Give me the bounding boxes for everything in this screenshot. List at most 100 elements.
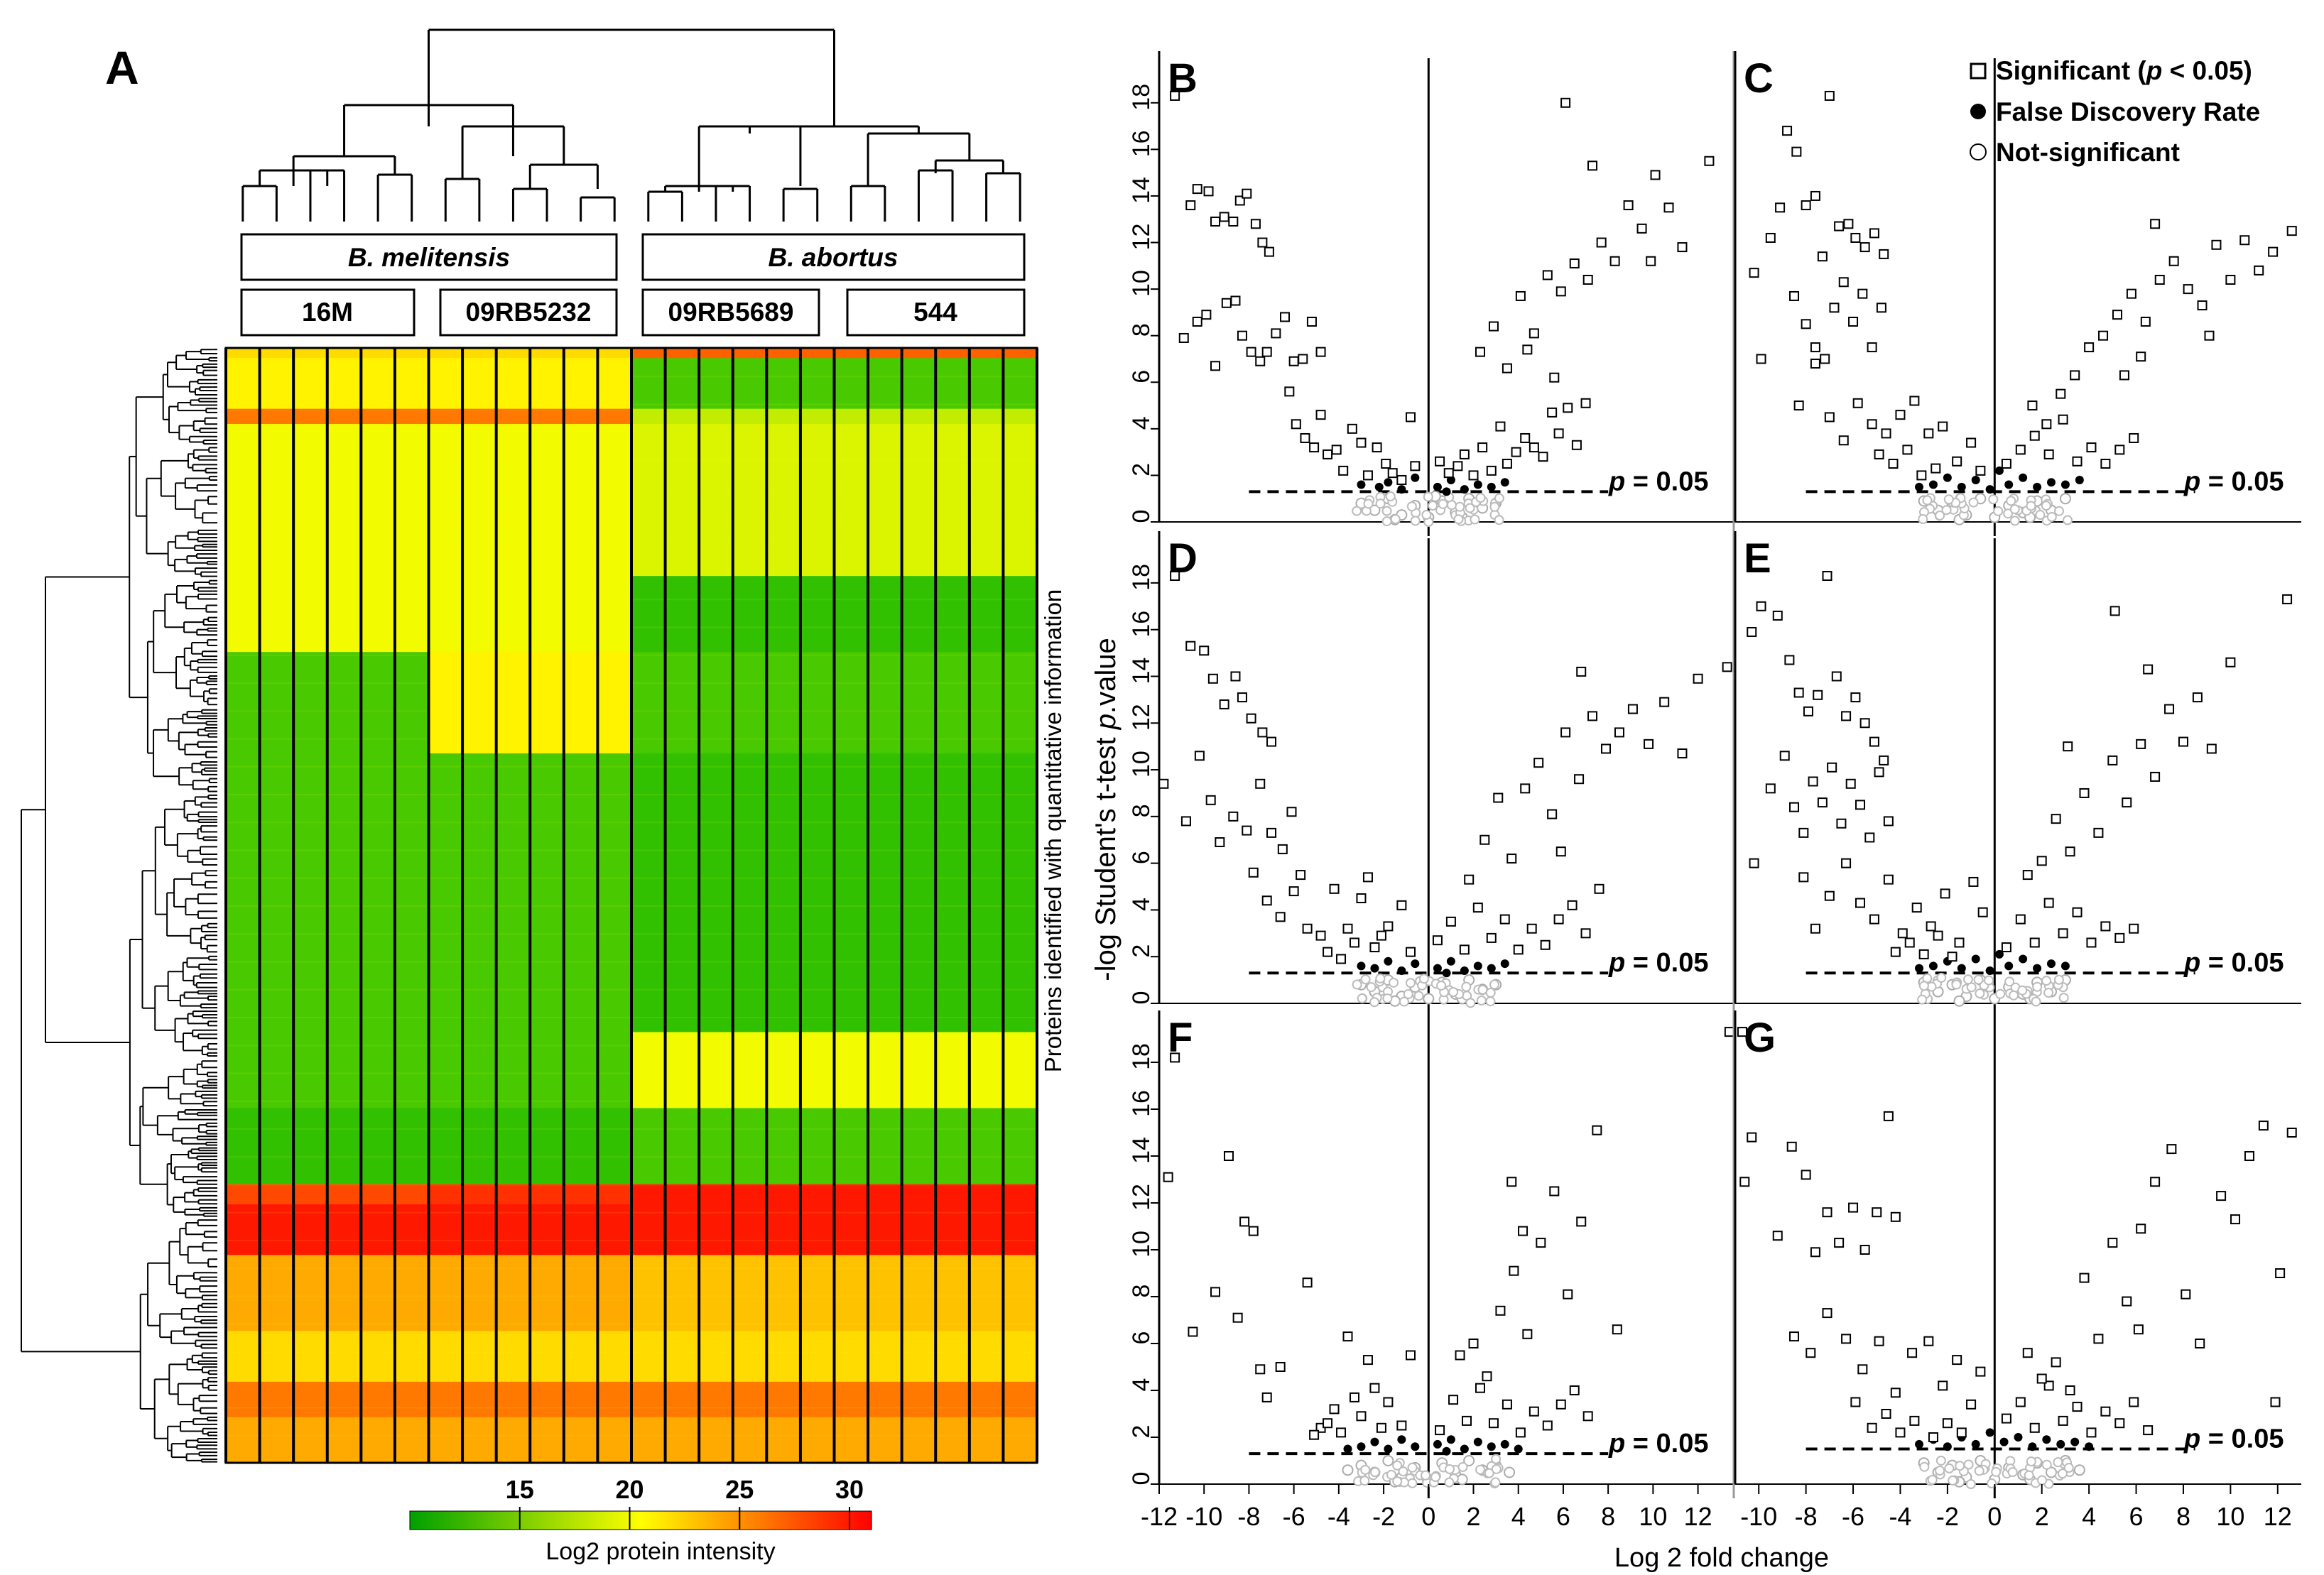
heatmap-cell bbox=[631, 753, 666, 1033]
point-not-significant bbox=[1407, 1462, 1418, 1473]
point-not-significant bbox=[2031, 996, 2041, 1007]
point-not-significant bbox=[1987, 1478, 1997, 1489]
heatmap-cell bbox=[699, 1381, 734, 1418]
point-significant bbox=[1536, 1238, 1546, 1248]
point-not-significant bbox=[1381, 516, 1392, 527]
point-fdr bbox=[1943, 473, 1952, 482]
point-significant bbox=[1443, 468, 1454, 479]
point-significant bbox=[1255, 1364, 1266, 1375]
point-significant bbox=[2183, 284, 2193, 295]
point-significant bbox=[1435, 1425, 1445, 1436]
heatmap-cell bbox=[834, 1417, 869, 1464]
point-not-significant bbox=[1421, 509, 1432, 520]
point-not-significant bbox=[2041, 976, 2052, 986]
point-significant bbox=[2270, 1397, 2281, 1407]
point-significant bbox=[1876, 303, 1886, 313]
point-significant bbox=[2268, 246, 2279, 257]
row-dendrogram bbox=[21, 349, 217, 1463]
heatmap-cell bbox=[462, 576, 497, 653]
point-significant bbox=[1266, 827, 1277, 838]
point-significant bbox=[1549, 1186, 1560, 1197]
point-significant bbox=[1834, 1238, 1845, 1248]
heatmap-cell bbox=[766, 348, 801, 359]
heatmap-cell bbox=[327, 576, 362, 653]
heatmap-cell bbox=[226, 1381, 261, 1418]
point-fdr bbox=[2019, 473, 2028, 482]
point-not-significant bbox=[1477, 984, 1488, 995]
threshold-label: p = 0.05 bbox=[2183, 948, 2284, 978]
point-significant bbox=[2015, 445, 2026, 455]
point-not-significant bbox=[1375, 498, 1386, 509]
heatmap-cell bbox=[800, 358, 835, 410]
heatmap-cell bbox=[530, 1204, 565, 1256]
heatmap-cell bbox=[800, 1108, 835, 1185]
point-not-significant bbox=[1476, 995, 1487, 1006]
heatmap-cell bbox=[834, 348, 869, 359]
heatmap-cell bbox=[259, 1108, 294, 1185]
point-not-significant bbox=[1363, 498, 1374, 509]
point-significant bbox=[2072, 456, 2083, 467]
point-significant bbox=[1789, 1331, 1800, 1342]
legend-significant-text: Significant ( bbox=[1996, 56, 2146, 85]
point-significant bbox=[1895, 1427, 1906, 1438]
point-significant bbox=[1739, 1177, 1750, 1187]
point-significant bbox=[2063, 741, 2073, 752]
heatmap-cell bbox=[428, 358, 463, 410]
heatmap-cell bbox=[834, 1204, 869, 1256]
point-significant bbox=[1923, 428, 1934, 439]
y-tick-label: 2 bbox=[1128, 1425, 1155, 1439]
point-not-significant bbox=[1917, 994, 1928, 1005]
heatmap-cell bbox=[732, 652, 767, 754]
heatmap-cell bbox=[868, 753, 903, 1033]
heatmap-cell bbox=[394, 408, 430, 425]
point-significant bbox=[1246, 713, 1256, 724]
point-significant bbox=[1772, 1231, 1783, 1241]
point-significant bbox=[2275, 1268, 2286, 1278]
point-not-significant bbox=[2003, 508, 2014, 519]
point-significant bbox=[1210, 361, 1221, 371]
heatmap-cell bbox=[394, 424, 430, 577]
legend-square-marker bbox=[1970, 62, 1987, 80]
point-significant bbox=[1219, 212, 1229, 222]
heatmap-cell bbox=[834, 753, 869, 1033]
heatmap-cell bbox=[293, 1184, 328, 1205]
point-not-significant bbox=[1457, 1461, 1468, 1472]
y-tick-label: 10 bbox=[1128, 751, 1155, 778]
heatmap-cell bbox=[834, 1108, 869, 1185]
heatmap-cell bbox=[428, 753, 463, 1033]
heatmap-cell bbox=[530, 408, 565, 425]
point-significant bbox=[1897, 928, 1908, 939]
point-significant bbox=[1874, 1336, 1884, 1346]
point-not-significant bbox=[1918, 514, 1928, 525]
heatmap-cell bbox=[428, 1331, 463, 1383]
point-not-significant bbox=[1494, 493, 1504, 503]
heatmap-cell bbox=[428, 1204, 463, 1256]
heatmap-cell bbox=[496, 1204, 531, 1256]
heatmap-cell bbox=[327, 753, 362, 1033]
heatmap-cell bbox=[361, 1184, 396, 1205]
heatmap-cell bbox=[597, 1417, 632, 1464]
heatmap-cell bbox=[394, 1184, 430, 1205]
point-significant bbox=[2029, 1422, 2040, 1433]
point-significant bbox=[1820, 354, 1830, 364]
point-significant bbox=[1248, 867, 1259, 878]
point-significant bbox=[1513, 944, 1524, 955]
point-significant bbox=[2086, 1427, 2097, 1438]
heatmap-cell bbox=[563, 1331, 599, 1383]
point-significant bbox=[1576, 1216, 1587, 1227]
heatmap-cell bbox=[1003, 1381, 1038, 1418]
point-significant bbox=[1349, 1392, 1359, 1402]
heatmap-cell bbox=[293, 1255, 328, 1332]
heatmap-cell bbox=[327, 652, 362, 754]
point-significant bbox=[1509, 1265, 1519, 1276]
point-significant bbox=[1331, 445, 1342, 455]
heatmap-cell bbox=[868, 408, 903, 425]
point-significant bbox=[2079, 1272, 2090, 1283]
point-fdr bbox=[1928, 961, 1938, 971]
heatmap-cell bbox=[1003, 1184, 1038, 1205]
heatmap-cell bbox=[496, 1381, 531, 1418]
point-significant bbox=[1756, 601, 1766, 611]
heatmap-cell bbox=[563, 1032, 599, 1109]
point-significant bbox=[1966, 437, 1977, 448]
point-significant bbox=[1793, 400, 1804, 411]
